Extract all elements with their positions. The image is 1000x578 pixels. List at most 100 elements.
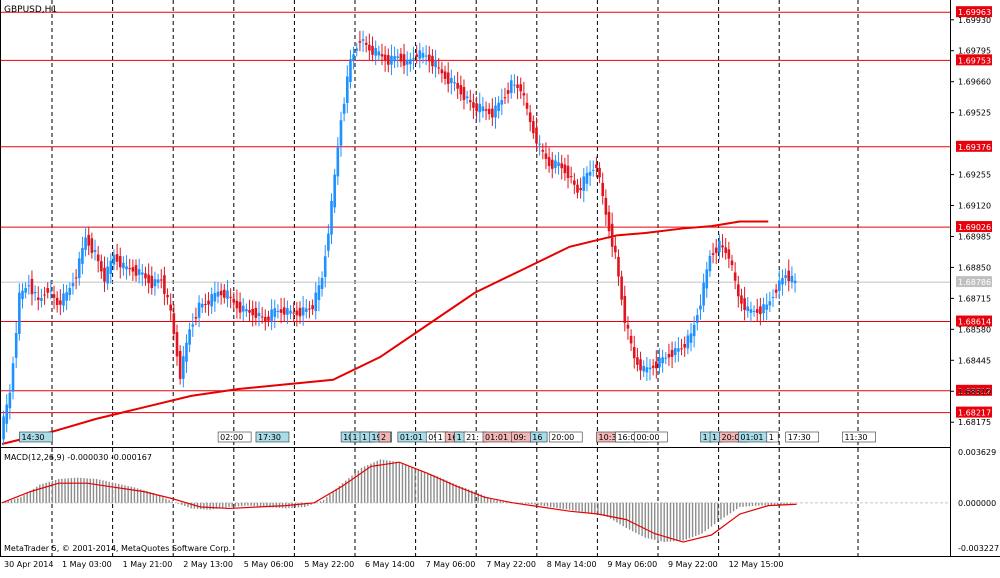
candle-body[interactable] xyxy=(465,96,469,99)
candle-body[interactable] xyxy=(705,269,709,289)
candle-body[interactable] xyxy=(651,365,655,368)
candle-body[interactable] xyxy=(494,105,497,118)
candle-body[interactable] xyxy=(699,305,702,310)
event-marker[interactable] xyxy=(255,431,290,443)
candle-body[interactable] xyxy=(81,248,84,264)
candle-body[interactable] xyxy=(36,297,40,300)
candle-body[interactable] xyxy=(128,268,132,270)
candle-body[interactable] xyxy=(210,294,213,307)
candle-body[interactable] xyxy=(500,100,504,105)
candle-body[interactable] xyxy=(484,109,488,111)
candle-body[interactable] xyxy=(267,316,270,321)
candle-body[interactable] xyxy=(317,285,321,300)
candle-body[interactable] xyxy=(528,112,532,123)
candle-body[interactable] xyxy=(427,54,431,62)
event-marker[interactable] xyxy=(842,431,876,443)
candle-body[interactable] xyxy=(446,72,450,84)
candle-body[interactable] xyxy=(491,108,494,118)
candle-body[interactable] xyxy=(131,267,135,272)
candle-body[interactable] xyxy=(557,162,560,167)
candle-body[interactable] xyxy=(355,48,359,51)
candle-body[interactable] xyxy=(77,258,81,278)
candle-body[interactable] xyxy=(352,54,355,61)
candle-body[interactable] xyxy=(658,357,661,368)
candle-body[interactable] xyxy=(680,348,683,350)
event-marker[interactable] xyxy=(766,431,779,443)
candle-body[interactable] xyxy=(591,169,595,171)
candle-body[interactable] xyxy=(251,309,254,316)
candle-body[interactable] xyxy=(361,39,365,41)
candle-body[interactable] xyxy=(207,300,210,305)
candle-body[interactable] xyxy=(197,302,201,318)
candle-body[interactable] xyxy=(43,294,46,296)
candle-body[interactable] xyxy=(532,121,535,134)
candle-body[interactable] xyxy=(330,200,333,235)
candle-body[interactable] xyxy=(141,272,144,275)
candle-body[interactable] xyxy=(377,51,381,56)
candle-body[interactable] xyxy=(409,59,412,65)
candle-body[interactable] xyxy=(440,69,444,74)
candle-body[interactable] xyxy=(260,316,264,318)
candle-body[interactable] xyxy=(383,54,387,61)
candle-body[interactable] xyxy=(308,308,311,310)
candle-body[interactable] xyxy=(125,266,128,270)
candle-body[interactable] xyxy=(311,305,314,310)
candle-body[interactable] xyxy=(639,359,642,371)
candle-body[interactable] xyxy=(550,159,554,169)
candle-body[interactable] xyxy=(52,294,56,298)
event-marker[interactable] xyxy=(785,431,820,443)
candle-body[interactable] xyxy=(254,307,258,318)
candle-body[interactable] xyxy=(118,256,122,268)
candle-body[interactable] xyxy=(339,120,343,146)
candle-body[interactable] xyxy=(522,93,526,96)
candle-body[interactable] xyxy=(27,285,31,287)
candle-body[interactable] xyxy=(188,329,191,345)
candle-body[interactable] xyxy=(295,310,299,316)
candle-body[interactable] xyxy=(692,324,696,337)
candle-body[interactable] xyxy=(506,90,510,94)
candle-body[interactable] xyxy=(393,56,396,62)
candle-body[interactable] xyxy=(740,295,743,304)
candle-body[interactable] xyxy=(368,44,371,51)
candle-body[interactable] xyxy=(472,102,475,108)
candle-body[interactable] xyxy=(503,97,507,99)
candle-body[interactable] xyxy=(264,316,267,322)
candle-body[interactable] xyxy=(626,324,630,329)
candle-body[interactable] xyxy=(755,309,759,313)
candle-body[interactable] xyxy=(614,245,617,253)
candle-body[interactable] xyxy=(475,103,478,112)
candle-body[interactable] xyxy=(345,76,349,103)
candle-body[interactable] xyxy=(178,350,182,379)
candle-body[interactable] xyxy=(364,42,368,45)
candle-body[interactable] xyxy=(292,312,295,314)
candle-body[interactable] xyxy=(273,308,277,317)
candle-body[interactable] xyxy=(235,300,239,309)
candle-body[interactable] xyxy=(513,84,516,86)
candle-body[interactable] xyxy=(103,267,106,282)
candle-body[interactable] xyxy=(65,292,68,301)
candle-body[interactable] xyxy=(49,290,53,292)
candle-body[interactable] xyxy=(301,307,305,316)
candle-body[interactable] xyxy=(696,315,699,323)
candle-body[interactable] xyxy=(172,313,176,334)
candle-body[interactable] xyxy=(219,290,223,296)
candle-body[interactable] xyxy=(87,234,91,246)
candle-body[interactable] xyxy=(232,298,236,303)
candle-body[interactable] xyxy=(11,363,15,392)
candle-body[interactable] xyxy=(298,307,302,317)
candle-body[interactable] xyxy=(598,167,601,178)
candle-body[interactable] xyxy=(673,347,677,356)
candle-body[interactable] xyxy=(289,310,292,314)
candle-body[interactable] xyxy=(610,223,614,247)
candle-body[interactable] xyxy=(40,298,43,301)
candle-body[interactable] xyxy=(718,240,721,252)
candle-body[interactable] xyxy=(336,147,340,177)
candle-body[interactable] xyxy=(257,312,261,317)
candle-body[interactable] xyxy=(115,254,119,262)
candle-body[interactable] xyxy=(462,87,466,101)
candle-body[interactable] xyxy=(304,308,308,312)
candle-body[interactable] xyxy=(588,171,592,176)
candle-body[interactable] xyxy=(84,237,87,250)
candle-body[interactable] xyxy=(342,103,346,114)
